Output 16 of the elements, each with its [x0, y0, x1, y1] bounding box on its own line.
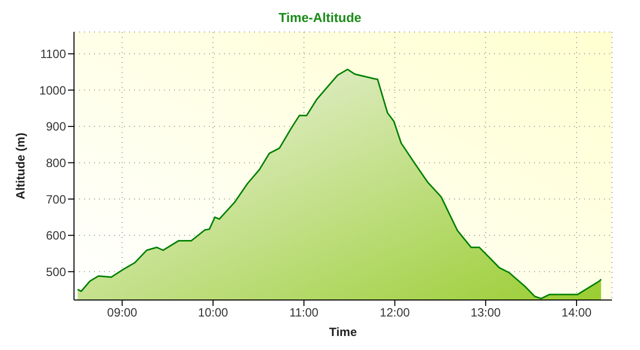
y-tick-label: 700 [46, 192, 66, 206]
x-axis-title: Time [329, 325, 358, 339]
y-tick-label: 600 [46, 228, 66, 243]
y-tick-label: 900 [46, 120, 66, 134]
x-tick-label: 09:00 [107, 306, 138, 320]
y-axis-title: Altitude (m) [13, 132, 28, 200]
x-tick-label: 14:00 [562, 306, 592, 320]
chart-title: Time-Altitude [278, 9, 362, 27]
y-tick-label: 800 [46, 156, 66, 170]
x-tick-label: 11:00 [289, 306, 319, 320]
y-tick-label: 500 [46, 264, 66, 279]
y-tick-label: 1000 [39, 83, 66, 98]
x-tick-label: 12:00 [380, 306, 410, 320]
x-tick-label: 10:00 [198, 306, 228, 320]
x-tick-label: 13:00 [470, 306, 502, 320]
y-tick-label: 1100 [40, 47, 66, 62]
